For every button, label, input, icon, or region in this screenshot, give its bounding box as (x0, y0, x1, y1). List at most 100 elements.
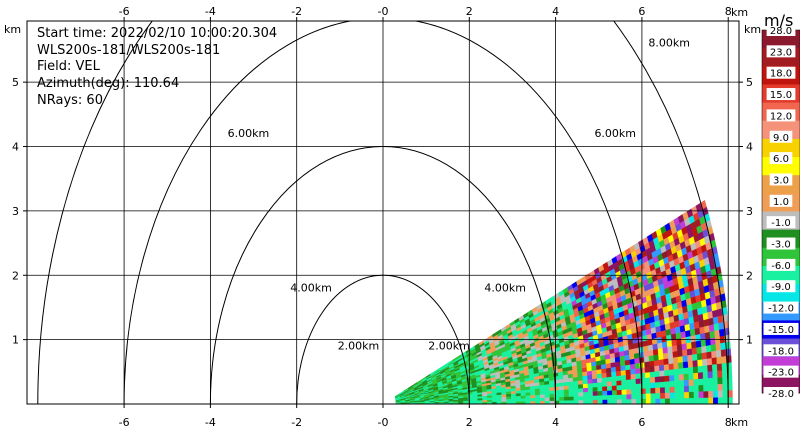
sector-cell (558, 389, 565, 394)
sector-cell (658, 364, 665, 372)
sector-cell (602, 399, 608, 404)
y-tick-label-left: 2 (12, 269, 19, 282)
y-tick-label-left: 3 (12, 205, 19, 218)
sector-cell (615, 370, 622, 377)
sector-cell (703, 397, 709, 404)
sector-cell (706, 351, 713, 359)
sector-cell (701, 345, 707, 354)
sector-cell (601, 381, 608, 387)
sector-cell (698, 384, 704, 392)
sector-cell (597, 399, 603, 404)
sector-cell (630, 383, 637, 390)
sector-cell (636, 393, 642, 400)
sector-cell (678, 367, 685, 375)
sector-cell (696, 352, 703, 361)
sector-cell (620, 364, 626, 371)
sector-cell (677, 355, 684, 363)
sector-cell (520, 398, 527, 402)
sector-cell (664, 375, 670, 382)
sector-cell (635, 383, 642, 390)
colorbar-tick-box (766, 216, 796, 229)
sector-cell (693, 378, 699, 386)
sector-cell (650, 398, 656, 404)
range-ring-label: 4.00km (484, 281, 526, 294)
colorbar-tick-box (766, 24, 796, 36)
sector-cell (717, 383, 724, 391)
sector-cell (669, 386, 675, 393)
colorbar-tick-label: -12.0 (768, 304, 794, 315)
sector-cell (597, 386, 603, 392)
sector-cell (653, 354, 660, 361)
sector-cell (688, 391, 695, 399)
x-tick-label-top: -0 (378, 5, 389, 18)
sector-cell (611, 380, 618, 386)
sector-cell (583, 399, 589, 404)
sector-cell (635, 367, 641, 374)
sector-cell (602, 394, 608, 400)
sector-cell (720, 348, 727, 357)
sector-cell (606, 380, 613, 387)
sector-cell (626, 393, 632, 400)
sector-cell (665, 398, 671, 404)
y-unit-label-right: km (744, 23, 761, 36)
sector-cell (602, 390, 608, 396)
sector-cell (611, 375, 617, 382)
x-unit-label-top: km (731, 6, 748, 19)
sector-cell (607, 390, 613, 396)
sector-cell (712, 390, 719, 398)
sector-cell (634, 362, 641, 369)
sector-cell (606, 385, 613, 391)
sector-cell (716, 356, 723, 365)
x-tick-label-top: 8 (725, 5, 732, 18)
sector-cell (644, 361, 650, 368)
sector-cell (578, 399, 584, 404)
range-ring-label: 8.00km (648, 37, 690, 50)
sector-cell (715, 342, 722, 351)
sector-cell (714, 329, 721, 338)
colorbar-tick-label: 28.0 (770, 26, 792, 37)
sector-cell (668, 368, 675, 376)
sector-cell (616, 379, 622, 386)
sector-cell (631, 398, 637, 404)
sector-cell (692, 359, 699, 368)
sector-cell (709, 330, 716, 339)
sector-cell (674, 391, 680, 399)
sector-cell (578, 391, 584, 397)
sector-cell (702, 377, 709, 386)
velocity-sector (394, 199, 733, 404)
sector-cell (544, 390, 550, 395)
sector-cell (683, 373, 690, 381)
sector-cell (592, 399, 599, 404)
y-tick-label-right: 5 (746, 76, 753, 89)
sector-cell (654, 376, 661, 383)
x-tick-label-bottom: 2 (466, 416, 473, 429)
sector-cell (587, 386, 594, 392)
sector-cell (588, 399, 594, 404)
x-tick-label-bottom: -0 (378, 416, 389, 429)
y-tick-label-right: 4 (746, 141, 753, 154)
sector-cell (626, 398, 632, 404)
x-tick-label-top: 6 (638, 5, 645, 18)
sector-cell (601, 372, 608, 378)
sector-cell (568, 396, 574, 401)
sector-cell (653, 359, 660, 367)
sector-cell (602, 385, 608, 392)
x-tick-label-bottom: -2 (291, 416, 302, 429)
sector-cell (582, 387, 589, 393)
sector-cell (506, 398, 512, 402)
sector-cell (645, 377, 651, 384)
sector-cell (717, 369, 723, 378)
sector-cell (625, 369, 632, 376)
sector-cell (715, 349, 722, 358)
colorbar-tick-label: 15.0 (770, 90, 792, 101)
sector-cell (631, 388, 637, 395)
sector-cell (702, 358, 708, 366)
x-tick-label-top: -2 (291, 5, 302, 18)
colorbar-tick-box (766, 45, 796, 58)
sector-cell (630, 368, 636, 375)
sector-cell (682, 348, 688, 357)
sector-cell (718, 321, 725, 330)
sector-cell (707, 364, 713, 372)
sector-cell (722, 389, 728, 398)
range-ring-label: 4.00km (290, 281, 332, 294)
